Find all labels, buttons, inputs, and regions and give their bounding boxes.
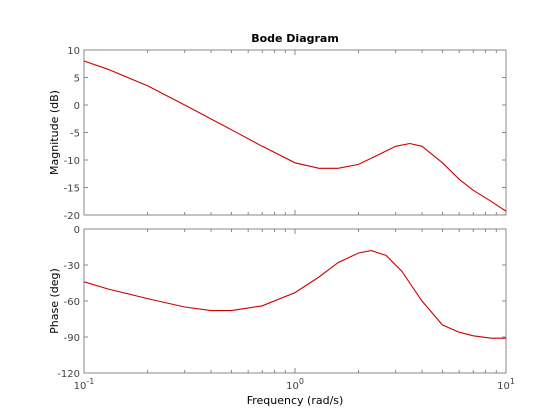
phase-y-tick-label: 0 (74, 225, 80, 236)
phase-y-tick-label: -30 (64, 261, 80, 272)
magnitude-panel: 10 5 0 -5 -10 -15 -20 Magnitude (dB) (48, 46, 507, 222)
x-axis-label: Frequency (rad/s) (247, 394, 344, 407)
phase-panel: 0 -30 -60 -90 -120 Phase (deg) (48, 225, 507, 380)
magnitude-y-tick-label: -20 (64, 211, 80, 222)
magnitude-y-tick-label: -15 (64, 184, 80, 195)
magnitude-y-tick-label: -10 (64, 156, 80, 167)
magnitude-y-tick-label: 0 (74, 101, 80, 112)
x-tick-label: 100 (286, 377, 304, 392)
phase-plot-frame (83, 228, 507, 374)
chart-title: Bode Diagram (251, 32, 339, 45)
phase-y-tick-label: -120 (57, 369, 80, 380)
magnitude-y-tick-label: 5 (74, 74, 80, 85)
magnitude-curve (83, 60, 507, 212)
phase-y-tick-label: -60 (64, 297, 80, 308)
magnitude-y-tick-label: 10 (67, 46, 80, 57)
chart-panels: 10 5 0 -5 -10 -15 -20 Magnitude (dB) 0 -30 -60 -90 -… (48, 46, 515, 392)
magnitude-plot-frame (83, 49, 507, 216)
x-tick-label: 101 (497, 377, 515, 392)
magnitude-y-tick-label: -5 (70, 129, 80, 140)
phase-y-tick-label: -90 (64, 333, 80, 344)
x-tick-label: 10-1 (74, 377, 95, 392)
magnitude-y-axis-label: Magnitude (dB) (48, 90, 61, 175)
phase-y-axis-label: Phase (deg) (48, 268, 61, 334)
phase-curve (83, 250, 506, 339)
